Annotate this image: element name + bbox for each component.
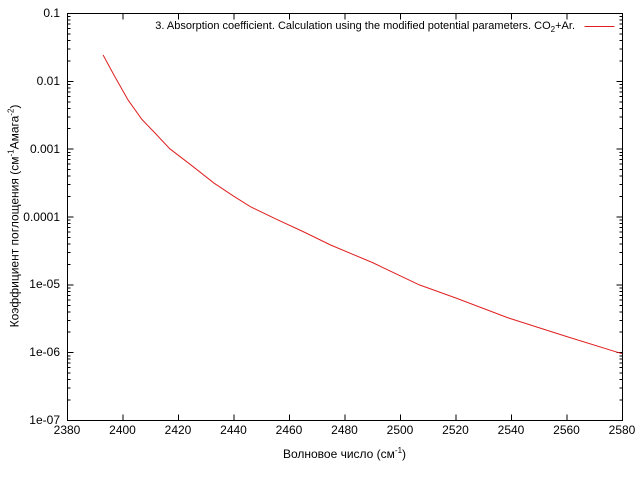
- x-tick-label: 2380: [53, 423, 81, 437]
- y-tick-label: 1e-05: [29, 277, 60, 292]
- y-tick-label: 1e-06: [29, 345, 60, 360]
- x-tick-label: 2440: [220, 423, 247, 437]
- plot-frame: [67, 13, 623, 421]
- y-tick-label: 0.01: [36, 73, 60, 88]
- x-tick-label: 2460: [275, 423, 303, 437]
- x-tick-label: 2560: [553, 423, 580, 437]
- y-axis-title: Коэффициент поглощения (см-1Амага-2): [6, 104, 22, 328]
- legend-label-tail: +Ar.: [555, 20, 575, 32]
- y-axis-title-superscript-2: -2: [6, 108, 16, 116]
- y-tick-label: 0.0001: [23, 209, 60, 224]
- x-tick-label: 2400: [109, 423, 136, 437]
- x-tick-label: 2540: [497, 423, 525, 437]
- x-tick-label: 2580: [608, 423, 636, 437]
- x-axis-title-superscript: -1: [394, 446, 403, 455]
- x-tick-label: 2480: [331, 423, 358, 437]
- x-axis-title: Волновое число (см-1): [282, 446, 407, 462]
- y-tick-label: 1e-07: [29, 413, 60, 427]
- legend-label-subscript: 2: [550, 25, 556, 35]
- series-line: [102, 54, 623, 355]
- y-tick-label: 0.001: [29, 141, 60, 156]
- y-tick-label: 0.1: [43, 6, 60, 20]
- legend-label: 3. Absorption coefficient. Calculation u…: [155, 20, 551, 32]
- legend-entry: 3. Absorption coefficient. Calculation u…: [0, 19, 575, 35]
- x-tick-label: 2500: [386, 423, 414, 437]
- x-tick-label: 2420: [164, 423, 192, 437]
- x-tick-label: 2520: [442, 423, 469, 437]
- y-axis-title-superscript-1: -1: [6, 149, 16, 157]
